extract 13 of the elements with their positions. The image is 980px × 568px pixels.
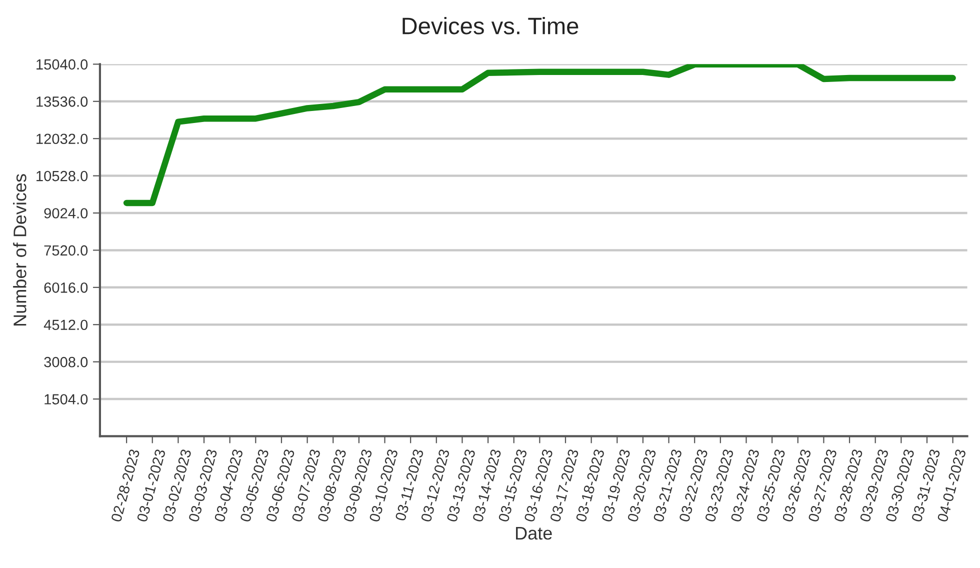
- y-tick-label: 9024.0: [44, 208, 88, 218]
- y-tick-label: 4512.0: [44, 320, 88, 330]
- chart-title: Devices vs. Time: [402, 17, 578, 34]
- y-tick-label: 15040.0: [36, 59, 88, 70]
- y-tick-label: 1504.0: [44, 394, 88, 404]
- y-tick-label: 3008.0: [44, 356, 88, 368]
- y-tick-label: 10528.0: [36, 170, 88, 182]
- y-tick-label: 7520.0: [44, 245, 88, 256]
- x-axis-title: Date: [516, 527, 552, 540]
- y-tick-label: 6016.0: [44, 282, 88, 293]
- y-axis-title: Number of Devices: [13, 174, 26, 326]
- y-tick-label: 12032.0: [36, 134, 88, 144]
- y-tick-label: 13536.0: [36, 96, 88, 107]
